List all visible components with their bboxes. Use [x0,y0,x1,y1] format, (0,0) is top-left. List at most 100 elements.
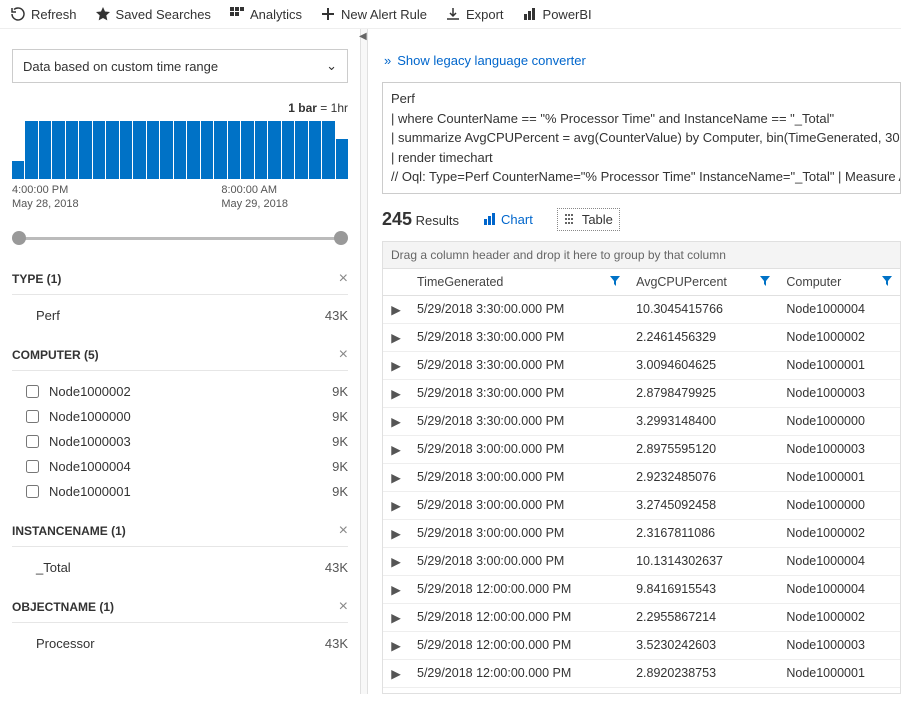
close-icon[interactable]: × [339,270,348,288]
bar[interactable] [187,121,199,179]
facet-checkbox[interactable] [26,485,39,498]
table-cell: 2.2955867214 [628,603,778,631]
export-button[interactable]: Export [445,6,504,22]
time-barchart[interactable] [12,119,348,179]
expand-icon[interactable]: ▶ [383,519,409,547]
refresh-button[interactable]: Refresh [10,6,77,22]
bar[interactable] [255,121,267,179]
expand-icon[interactable]: ▶ [383,491,409,519]
table-row[interactable]: ▶5/29/2018 3:30:00.000 PM3.2993148400Nod… [383,407,900,435]
facet-item[interactable]: Node10000029K [12,379,348,404]
close-icon[interactable]: × [339,598,348,616]
close-icon[interactable]: × [339,522,348,540]
bar[interactable] [241,121,253,179]
expand-icon[interactable]: ▶ [383,295,409,323]
legacy-converter-link[interactable]: » Show legacy language converter [384,53,901,68]
facet-item[interactable]: Node10000039K [12,429,348,454]
expand-icon[interactable]: ▶ [383,575,409,603]
bar[interactable] [336,139,348,179]
bar[interactable] [228,121,240,179]
column-header[interactable]: Computer [778,269,900,296]
powerbi-button[interactable]: PowerBI [522,6,592,22]
facet-checkbox[interactable] [26,410,39,423]
table-row[interactable]: ▶5/29/2018 12:00:00.000 PM3.5230242603No… [383,631,900,659]
facet: INSTANCENAME (1)×_Total43K [12,522,348,580]
column-header[interactable]: TimeGenerated [409,269,628,296]
saved-searches-button[interactable]: Saved Searches [95,6,211,22]
table-view-toggle[interactable]: Table [557,208,620,231]
expand-icon[interactable]: ▶ [383,631,409,659]
table-row[interactable]: ▶5/29/2018 12:00:00.000 PM9.8416915543No… [383,575,900,603]
time-range-dropdown[interactable]: Data based on custom time range ⌄ [12,49,348,83]
facet-item[interactable]: Node10000049K [12,454,348,479]
group-by-hint[interactable]: Drag a column header and drop it here to… [382,241,901,269]
close-icon[interactable]: × [339,346,348,364]
table-cell: 5/29/2018 3:00:00.000 PM [409,547,628,575]
bar[interactable] [25,121,37,179]
bar[interactable] [52,121,64,179]
bar[interactable] [66,121,78,179]
expand-icon[interactable]: ▶ [383,379,409,407]
table-row[interactable]: ▶5/29/2018 12:00:00.000 PM2.2955867214No… [383,603,900,631]
bar[interactable] [214,121,226,179]
new-alert-button[interactable]: New Alert Rule [320,6,427,22]
bar[interactable] [120,121,132,179]
bar[interactable] [160,121,172,179]
column-header[interactable]: AvgCPUPercent [628,269,778,296]
expand-icon[interactable]: ▶ [383,603,409,631]
bar[interactable] [174,121,186,179]
query-editor[interactable]: Perf | where CounterName == "% Processor… [382,82,901,194]
table-row[interactable]: ▶5/29/2018 3:00:00.000 PM10.1314302637No… [383,547,900,575]
table-row[interactable]: ▶5/29/2018 12:00:00.000 PM2.8920238753No… [383,659,900,687]
expand-icon[interactable]: ▶ [383,463,409,491]
table-row[interactable]: ▶5/29/2018 3:00:00.000 PM2.9232485076Nod… [383,463,900,491]
slider-knob-left[interactable] [12,231,26,245]
table-row[interactable]: ▶5/29/2018 3:00:00.000 PM3.2745092458Nod… [383,491,900,519]
facet-item[interactable]: Processor43K [12,631,348,656]
facet-item-count: 43K [325,308,348,323]
expand-icon[interactable]: ▶ [383,435,409,463]
table-row[interactable]: ▶5/29/2018 3:00:00.000 PM2.3167811086Nod… [383,519,900,547]
chart-view-toggle[interactable]: Chart [477,209,539,230]
bar[interactable] [133,121,145,179]
table-row[interactable]: ▶5/29/2018 3:30:00.000 PM10.3045415766No… [383,295,900,323]
facet-checkbox[interactable] [26,460,39,473]
facet-checkbox[interactable] [26,385,39,398]
bar[interactable] [93,121,105,179]
filter-icon[interactable] [760,275,770,289]
panel-divider[interactable]: ◀ [360,29,368,694]
facet-item[interactable]: Node10000019K [12,479,348,504]
slider-knob-right[interactable] [334,231,348,245]
expand-icon[interactable]: ▶ [383,351,409,379]
bar[interactable] [39,121,51,179]
facet-item[interactable]: Node10000009K [12,404,348,429]
bar[interactable] [201,121,213,179]
bar[interactable] [268,121,280,179]
bar[interactable] [79,121,91,179]
expand-icon[interactable]: ▶ [383,407,409,435]
bar[interactable] [147,121,159,179]
table-row[interactable]: ▶5/29/2018 3:30:00.000 PM2.2461456329Nod… [383,323,900,351]
time-slider[interactable] [12,228,348,248]
table-row[interactable]: ▶5/29/2018 3:00:00.000 PM2.8975595120Nod… [383,435,900,463]
facet-item[interactable]: Perf43K [12,303,348,328]
table-row[interactable]: ▶5/29/2018 3:30:00.000 PM2.8798479925Nod… [383,379,900,407]
bar[interactable] [322,121,334,179]
facet-item[interactable]: _Total43K [12,555,348,580]
expand-icon[interactable]: ▶ [383,547,409,575]
bar[interactable] [12,161,24,179]
expand-icon[interactable]: ▶ [383,323,409,351]
table-row[interactable]: ▶5/29/2018 3:30:00.000 PM3.0094604625Nod… [383,351,900,379]
bar[interactable] [106,121,118,179]
expand-icon[interactable]: ▶ [383,659,409,687]
analytics-button[interactable]: Analytics [229,6,302,22]
axis-right-date: May 29, 2018 [221,198,288,210]
bar[interactable] [282,121,294,179]
filter-icon[interactable] [610,275,620,289]
filter-icon[interactable] [882,275,892,289]
bar[interactable] [295,121,307,179]
facet-checkbox[interactable] [26,435,39,448]
bar[interactable] [309,121,321,179]
facet-item-label: Node1000001 [49,484,332,499]
facet-item-count: 9K [332,484,348,499]
